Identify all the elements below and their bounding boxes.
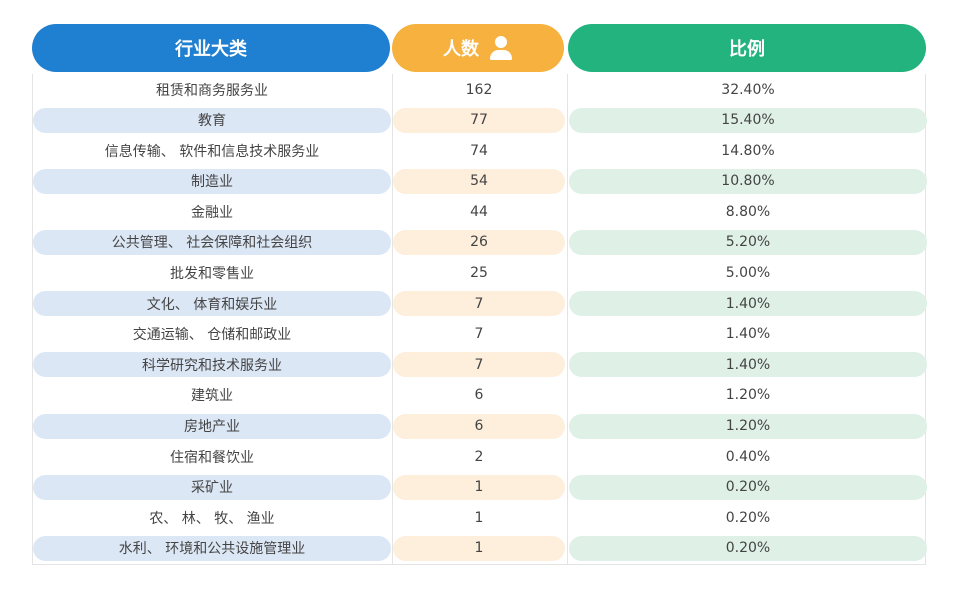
cell-count: 162 (465, 81, 493, 98)
cell-ratio: 0.20% (569, 474, 927, 500)
cell-industry: 住宿和餐饮业 (170, 449, 254, 466)
table-row: 教育 77 15.40% (33, 105, 927, 136)
cell-ratio: 32.40% (721, 81, 775, 98)
table-row: 房地产业 6 1.20% (33, 411, 927, 442)
header-count-label: 人数 (443, 39, 479, 60)
cell-industry: 批发和零售业 (170, 266, 254, 283)
table-row: 批发和零售业 25 5.00% (33, 258, 925, 289)
table-row: 制造业 54 10.80% (33, 166, 927, 197)
table-row: 公共管理、 社会保障和社会组织 26 5.20% (33, 227, 927, 258)
cell-ratio: 5.20% (569, 229, 927, 255)
cell-ratio: 5.00% (725, 265, 771, 282)
table-header: 行业大类 人数 比例 (32, 24, 926, 72)
table-row: 采矿业 1 0.20% (33, 472, 927, 503)
table-row: 金融业 44 8.80% (33, 196, 925, 227)
cell-count: 26 (393, 229, 565, 255)
table-body: 租赁和商务服务业 162 32.40% 教育 77 15.40% 信息传输、 软件和信息技术… (32, 74, 927, 565)
cell-ratio: 0.20% (569, 535, 927, 561)
table-row: 文化、 体育和娱乐业 7 1.40% (33, 288, 927, 319)
cell-ratio: 1.40% (569, 291, 927, 317)
cell-count: 6 (393, 413, 565, 439)
cell-ratio: 1.20% (569, 413, 927, 439)
cell-count: 6 (474, 387, 484, 404)
cell-ratio: 1.40% (569, 352, 927, 378)
cell-industry: 水利、 环境和公共设施管理业 (33, 535, 391, 561)
column-divider (392, 74, 393, 564)
cell-industry: 教育 (33, 107, 391, 133)
header-ratio-label: 比例 (729, 39, 765, 60)
cell-ratio: 15.40% (569, 107, 927, 133)
table-row: 农、 林、 牧、 渔业 1 0.20% (33, 502, 925, 533)
table-row: 住宿和餐饮业 2 0.40% (33, 441, 925, 472)
cell-ratio: 0.20% (725, 509, 771, 526)
cell-industry: 农、 林、 牧、 渔业 (149, 510, 275, 527)
table-row: 交通运输、 仓储和邮政业 7 1.40% (33, 319, 925, 350)
cell-ratio: 8.80% (725, 203, 771, 220)
cell-industry: 采矿业 (33, 474, 391, 500)
cell-count: 1 (393, 535, 565, 561)
header-industry: 行业大类 (32, 24, 390, 72)
table-row: 科学研究和技术服务业 7 1.40% (33, 349, 927, 380)
cell-count: 77 (393, 107, 565, 133)
cell-ratio: 10.80% (569, 168, 927, 194)
cell-industry: 公共管理、 社会保障和社会组织 (33, 229, 391, 255)
cell-industry: 制造业 (33, 168, 391, 194)
cell-count: 74 (470, 142, 488, 159)
cell-industry: 信息传输、 软件和信息技术服务业 (104, 143, 320, 160)
person-icon (489, 36, 513, 60)
header-count: 人数 (392, 24, 564, 72)
industry-table: 行业大类 人数 比例 租赁和商务服务业 162 32.40% 教育 77 15.40% 信息… (32, 24, 927, 565)
cell-industry: 租赁和商务服务业 (156, 82, 268, 99)
cell-industry: 建筑业 (191, 388, 233, 405)
cell-ratio: 14.80% (721, 142, 775, 159)
column-divider (567, 74, 568, 564)
cell-ratio: 1.20% (725, 387, 771, 404)
cell-count: 1 (474, 509, 484, 526)
cell-count: 7 (393, 352, 565, 378)
cell-count: 1 (393, 474, 565, 500)
cell-count: 54 (393, 168, 565, 194)
cell-count: 25 (470, 265, 488, 282)
table-row: 水利、 环境和公共设施管理业 1 0.20% (33, 533, 927, 564)
cell-ratio: 0.40% (725, 448, 771, 465)
cell-ratio: 1.40% (725, 326, 771, 343)
cell-count: 7 (393, 291, 565, 317)
cell-industry: 科学研究和技术服务业 (33, 352, 391, 378)
table-row: 租赁和商务服务业 162 32.40% (33, 74, 925, 105)
table-row: 信息传输、 软件和信息技术服务业 74 14.80% (33, 135, 925, 166)
table-row: 建筑业 6 1.20% (33, 380, 925, 411)
cell-count: 7 (474, 326, 484, 343)
header-ratio: 比例 (568, 24, 926, 72)
cell-count: 44 (470, 203, 488, 220)
cell-industry: 交通运输、 仓储和邮政业 (132, 327, 292, 344)
cell-industry: 金融业 (191, 204, 233, 221)
cell-industry: 文化、 体育和娱乐业 (33, 291, 391, 317)
header-industry-label: 行业大类 (175, 39, 247, 60)
cell-industry: 房地产业 (33, 413, 391, 439)
cell-count: 2 (474, 448, 484, 465)
